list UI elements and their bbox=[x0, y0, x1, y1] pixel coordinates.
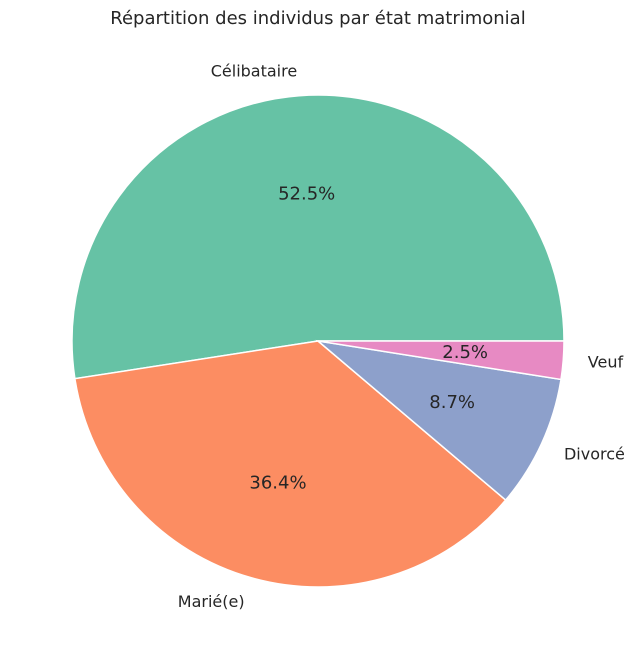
pie-slice-divorce bbox=[315, 339, 562, 502]
pie-slice-veuf bbox=[317, 340, 565, 381]
category-label-celibataire: Célibataire bbox=[211, 62, 297, 81]
category-label-marie-e: Marié(e) bbox=[178, 592, 245, 611]
category-label-divorce: Divorcé bbox=[564, 444, 625, 463]
category-label-veuf: Veuf bbox=[588, 353, 624, 372]
percent-label-veuf: 2.5% bbox=[442, 342, 488, 363]
percent-label-marie-e: 36.4% bbox=[249, 473, 306, 494]
pie-slice-marie-e bbox=[74, 340, 507, 588]
pie-labels: Célibataire 52.5% Marié(e) 36.4% Divorcé 8.7%… bbox=[178, 62, 625, 611]
pie-slices bbox=[71, 94, 565, 588]
percent-label-celibataire: 52.5% bbox=[278, 183, 335, 204]
chart-title: Répartition des individus par état matri… bbox=[110, 8, 525, 29]
percent-label-divorce: 8.7% bbox=[429, 392, 475, 413]
pie-slice-celibataire bbox=[71, 94, 565, 380]
